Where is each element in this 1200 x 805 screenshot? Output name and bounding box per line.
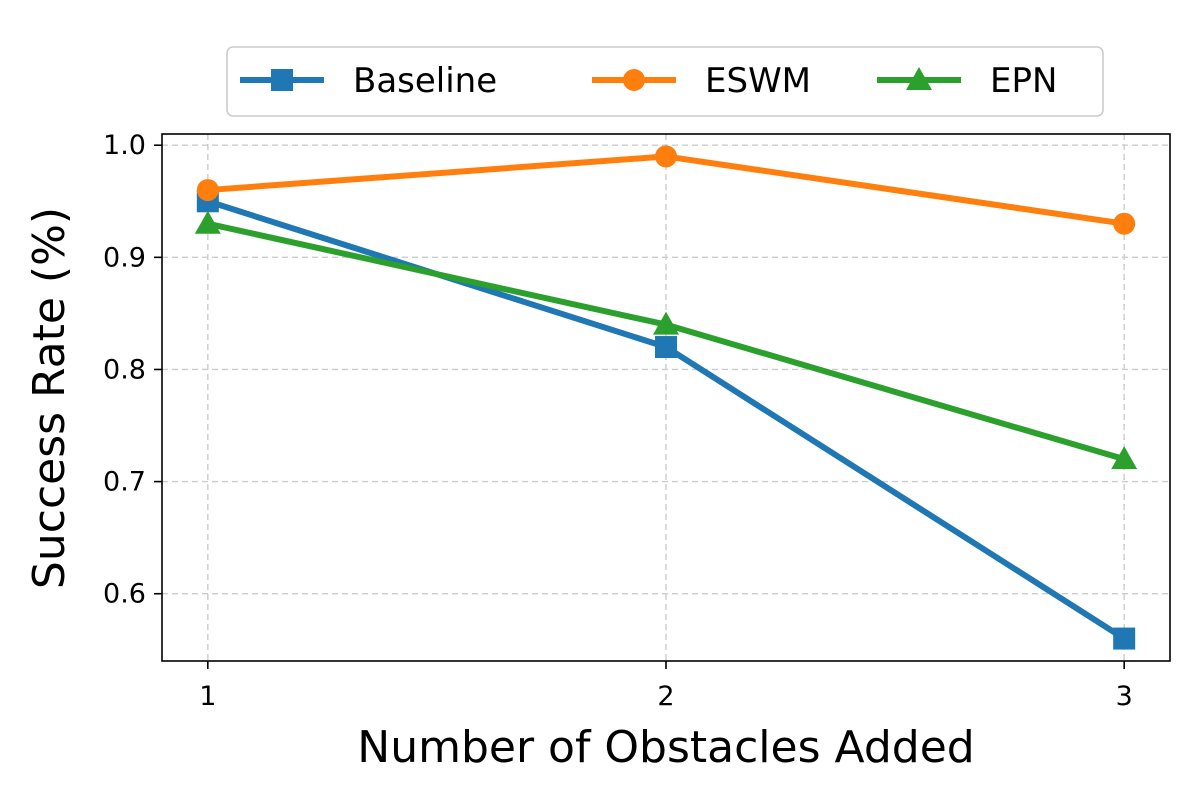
y-tick-label: 0.8 (103, 354, 146, 385)
y-axis-label: Success Rate (%) (24, 207, 75, 589)
data-point-epn (194, 210, 221, 234)
y-tick-label: 0.7 (103, 467, 146, 498)
x-tick-label: 3 (1116, 681, 1133, 712)
x-tick-label: 1 (199, 681, 216, 712)
legend: Baseline ESWM EPN (226, 46, 1104, 117)
data-point-eswm (655, 145, 677, 168)
y-tick-label: 1.0 (103, 130, 146, 161)
legend-marker-eswm (623, 69, 645, 91)
x-tick-label: 2 (657, 681, 674, 712)
data-point-eswm (1113, 212, 1136, 235)
legend-item-eswm: ESWM (592, 61, 811, 101)
data-point-epn (653, 311, 679, 335)
series-eswm (196, 145, 1136, 235)
series-epn (194, 210, 1138, 470)
legend-marker-epn (906, 67, 932, 90)
y-tick-label: 0.9 (103, 242, 146, 273)
data-point-baseline (655, 336, 677, 359)
data-point-eswm (196, 179, 219, 202)
legend-label-eswm: ESWM (705, 61, 811, 101)
data-point-baseline (1113, 627, 1136, 650)
grid-layer (162, 134, 1170, 661)
x-axis-label: Number of Obstacles Added (357, 722, 974, 773)
legend-item-baseline: Baseline (240, 61, 497, 101)
y-tick-label: 0.6 (103, 579, 146, 610)
tick-layer: 1 2 3 0.6 0.7 0.8 0.9 1.0 (103, 130, 1133, 712)
legend-label-epn: EPN (990, 61, 1057, 101)
legend-marker-baseline (271, 69, 293, 91)
legend-label-baseline: Baseline (353, 61, 497, 101)
legend-item-epn: EPN (877, 61, 1057, 101)
series-layer (194, 145, 1138, 650)
data-point-epn (1111, 446, 1138, 470)
